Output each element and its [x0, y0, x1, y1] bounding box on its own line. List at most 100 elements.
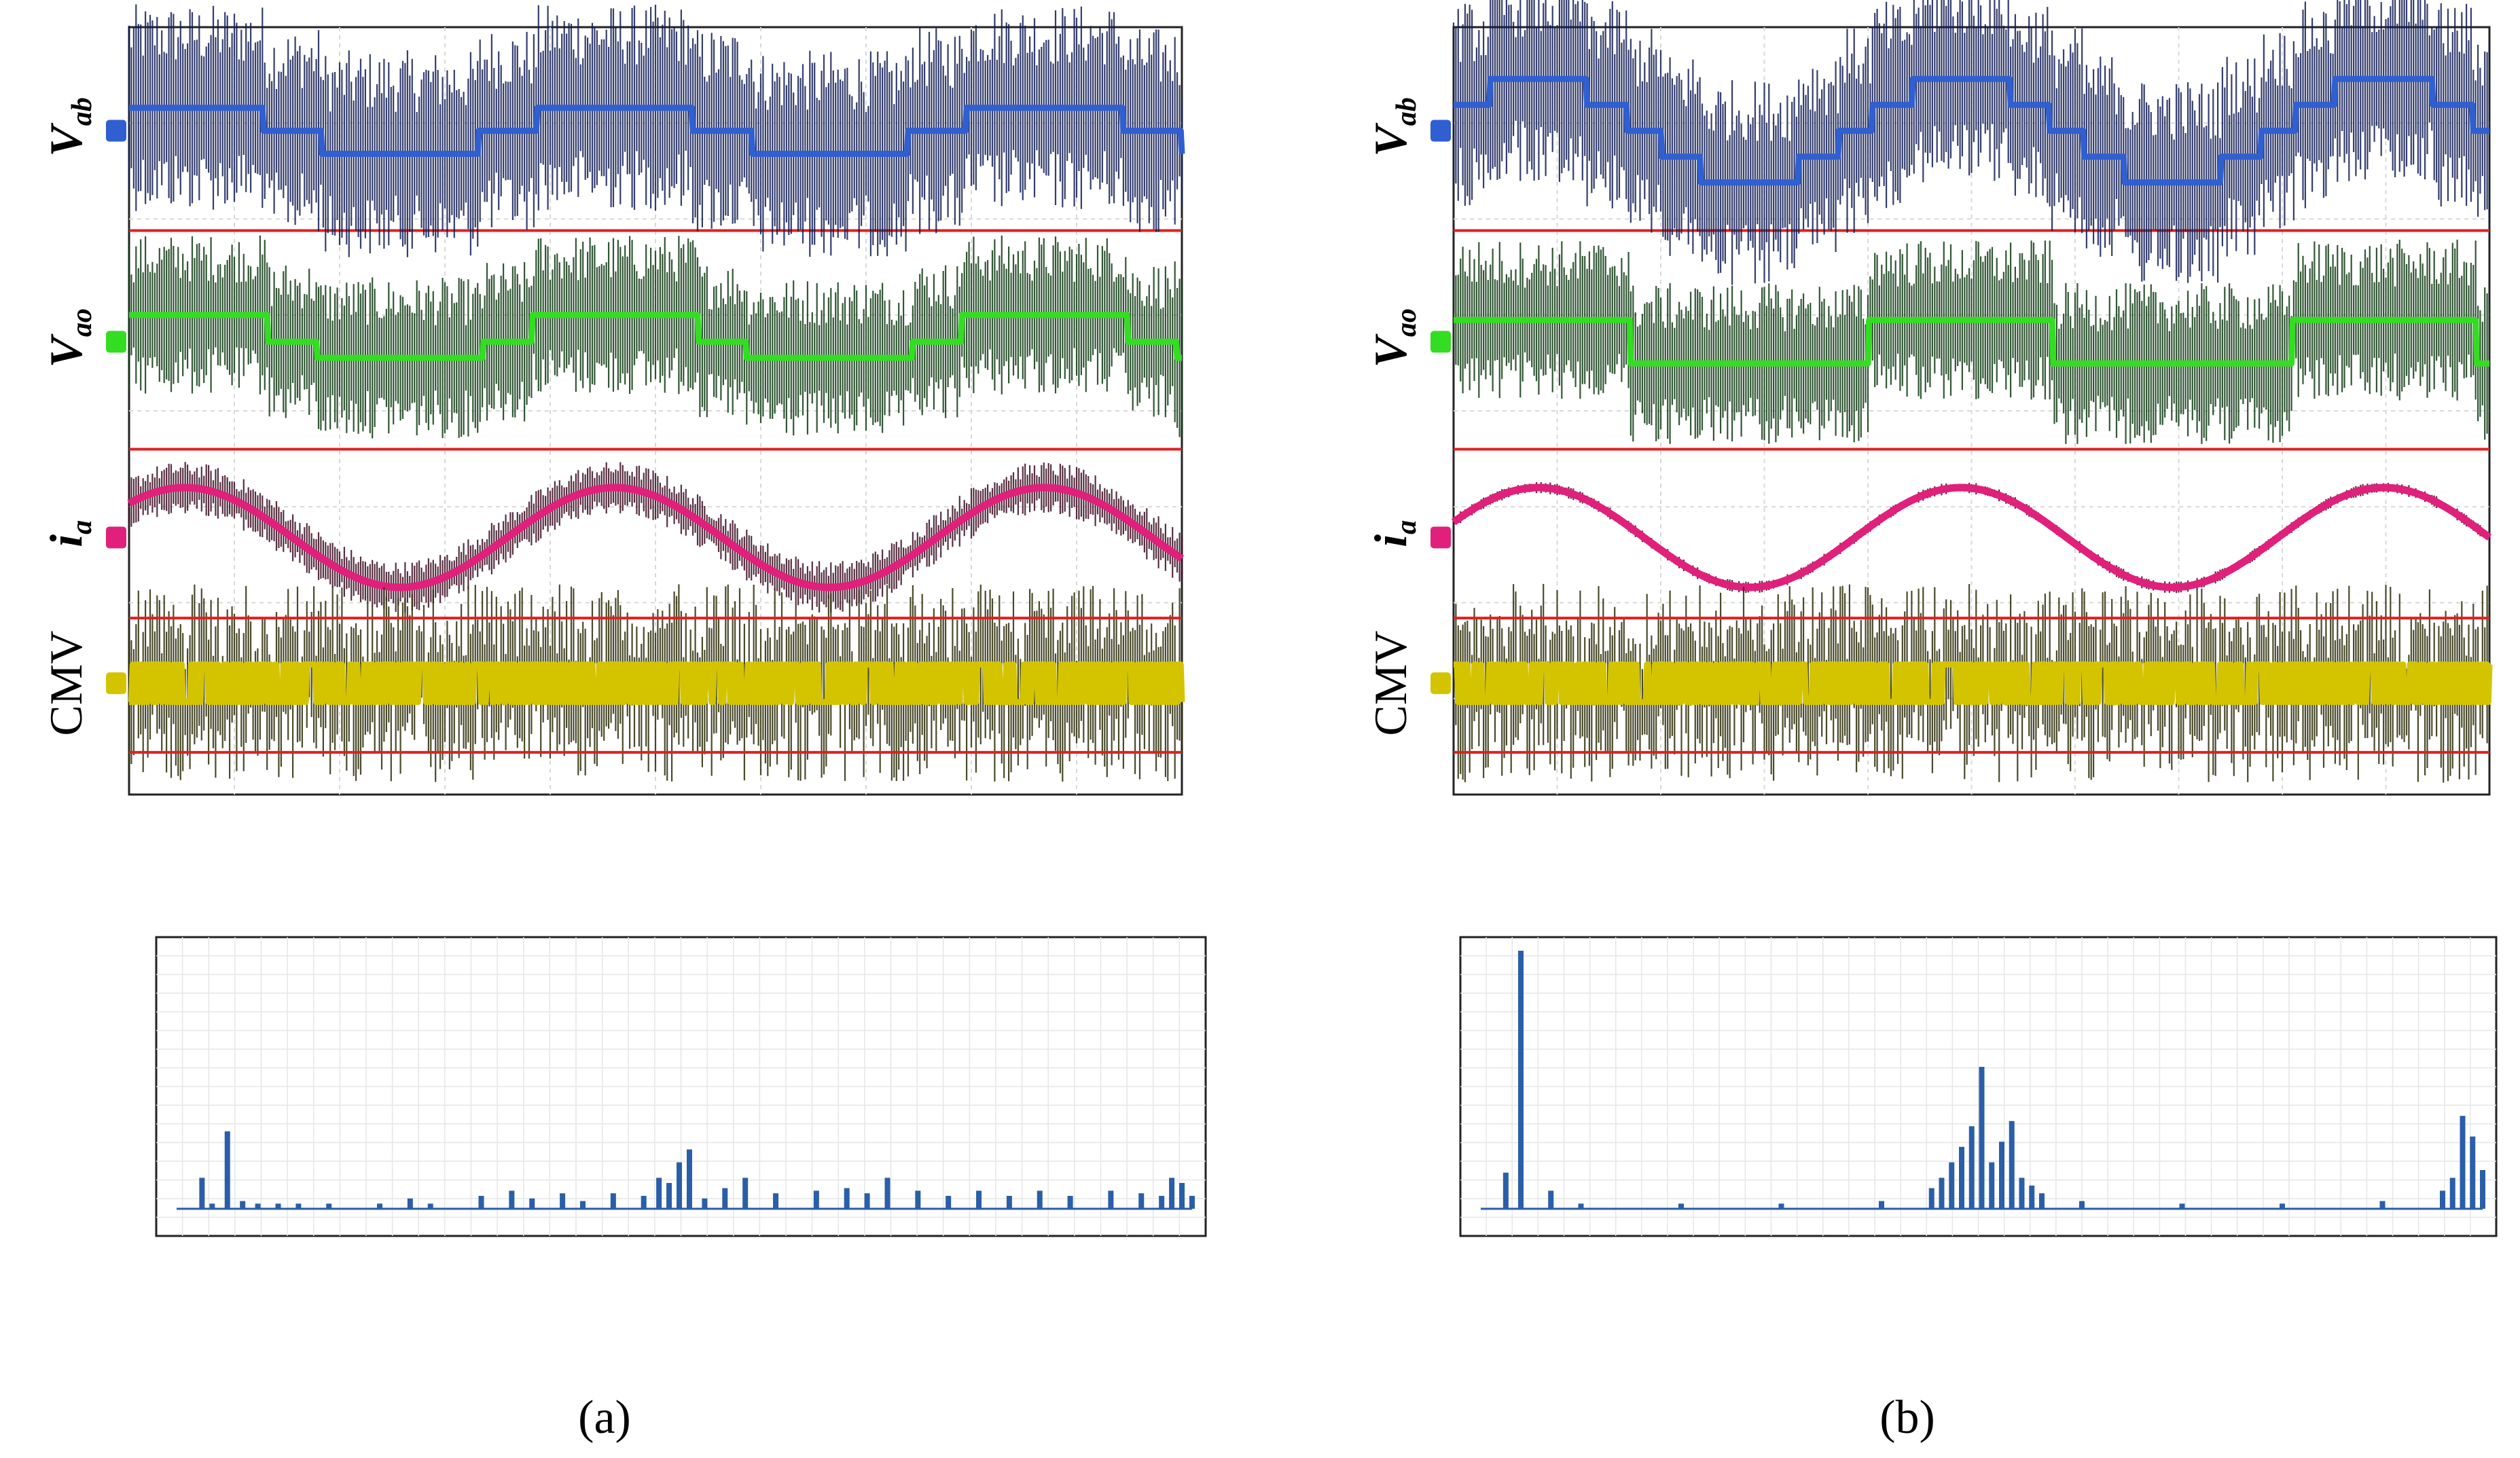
- channel-marker-ia: [106, 526, 126, 549]
- channel-name-vao: Vao: [40, 308, 98, 367]
- spectrum-bar: [255, 1203, 261, 1209]
- spectrum-bar: [2379, 1201, 2386, 1209]
- spectrum-bar: [2470, 1136, 2476, 1209]
- spectrum-bar: [722, 1188, 728, 1209]
- spectrum-bar: [209, 1203, 215, 1209]
- trace-vab: [1430, 0, 2491, 285]
- panel-caption-a: (a): [578, 1391, 631, 1444]
- spectrum-bar: [666, 1183, 672, 1209]
- spectrum-bar: [1949, 1162, 1955, 1209]
- spectrum-bar: [686, 1149, 692, 1209]
- spectrum-bar: [1778, 1203, 1784, 1209]
- channel-marker-vab: [106, 120, 126, 142]
- spectrum-bar: [427, 1203, 433, 1209]
- spectrum-bar: [946, 1196, 952, 1209]
- spectrum-bar: [240, 1201, 246, 1209]
- spectrum-bar: [656, 1178, 662, 1209]
- channel-name-sub: ab: [67, 97, 98, 126]
- spectrum-bar: [377, 1203, 382, 1209]
- spectrum-bar: [478, 1196, 484, 1209]
- spectrum-bar: [915, 1190, 921, 1209]
- spectrum-bar: [1968, 1126, 1975, 1209]
- trace-vao: [1430, 239, 2491, 444]
- spectrum-bar: [702, 1198, 708, 1209]
- channel-name-main: V: [1365, 333, 1416, 367]
- trace-vao: [106, 235, 1184, 439]
- trace-mean-vao: [127, 312, 1184, 361]
- spectrum-bar: [1999, 1142, 2004, 1209]
- trace-mean-vao: [1452, 316, 2491, 367]
- spectrum-bar: [1959, 1146, 1964, 1209]
- spectrum-bar: [2480, 1170, 2485, 1209]
- spectrum-bar: [1989, 1162, 1995, 1209]
- trace-vab: [106, 4, 1185, 257]
- trace-mean-cmv: [1452, 661, 2493, 706]
- trace-cmv: [106, 584, 1185, 782]
- spectrum-bar: [884, 1178, 890, 1209]
- channel-name-vab: Vab: [1365, 97, 1422, 156]
- spectrum-bar: [677, 1162, 683, 1209]
- spectrum-bar: [742, 1178, 749, 1209]
- spectrum-bar: [326, 1203, 332, 1209]
- spectrum-a: [155, 936, 1207, 1237]
- channel-name-cmv: CMV: [40, 631, 92, 736]
- channel-name-ia: ia: [1365, 520, 1422, 547]
- spectrum-bar: [509, 1190, 515, 1209]
- spectrum-bar: [2029, 1185, 2035, 1209]
- spectrum-bar: [2449, 1178, 2455, 1209]
- spectrum-bar: [407, 1198, 413, 1209]
- spectrum-bar: [610, 1193, 616, 1209]
- trace-mean-vab: [127, 105, 1185, 157]
- spectrum-bar: [1678, 1203, 1684, 1209]
- channel-marker-vao: [106, 331, 126, 353]
- channel-marker-cmv: [1430, 672, 1451, 695]
- spectrum-bar: [580, 1201, 586, 1209]
- spectrum-bar: [1939, 1178, 1945, 1209]
- spectrum-bar: [844, 1188, 850, 1209]
- spectrum-bar: [199, 1178, 205, 1209]
- spectrum-bar: [1189, 1196, 1195, 1209]
- trace-cmv: [1430, 583, 2493, 783]
- spectrum-bar: [275, 1203, 281, 1209]
- panel-b: Vab Vao ia CMV (b): [1365, 0, 2498, 1444]
- channel-name-main: i: [1365, 534, 1416, 547]
- channel-marker-ia: [1430, 526, 1451, 549]
- spectrum-bar: [1928, 1188, 1934, 1209]
- spectrum-bar: [2179, 1203, 2185, 1209]
- spectrum-bar: [2019, 1178, 2025, 1209]
- spectrum-bar: [1169, 1178, 1175, 1209]
- spectrum-bar: [1502, 1172, 1509, 1209]
- channel-name-sub: ab: [1391, 97, 1422, 126]
- trace-mean-cmv: [127, 661, 1185, 706]
- channel-name-sub: ao: [67, 308, 98, 337]
- channel-name-cmv: CMV: [1365, 631, 1416, 736]
- oscilloscope-b: Vab Vao ia CMV: [1365, 0, 2493, 796]
- spectrum-bar: [2009, 1120, 2015, 1209]
- spectrum-bar: [864, 1193, 870, 1209]
- channel-name-main: CMV: [40, 631, 92, 736]
- panel-caption-b: (b): [1879, 1391, 1935, 1444]
- channel-name-vao: Vao: [1365, 308, 1422, 367]
- trace-mean-vab: [1452, 75, 2491, 186]
- channel-marker-vab: [1430, 120, 1451, 142]
- channel-name-main: i: [40, 534, 92, 547]
- spectrum-bar: [1979, 1067, 1985, 1209]
- spectrum-bar: [1879, 1201, 1884, 1209]
- channel-name-main: V: [40, 333, 92, 367]
- spectrum-bar: [773, 1193, 779, 1209]
- spectrum-bar: [1179, 1183, 1185, 1209]
- spectrum-bar: [529, 1198, 535, 1209]
- spectrum-bar: [2460, 1116, 2466, 1209]
- channel-name-main: CMV: [1365, 631, 1416, 736]
- channel-marker-vao: [1430, 331, 1451, 353]
- trace-mean-ia: [126, 484, 1185, 591]
- trace-ia: [1430, 482, 2492, 594]
- channel-name-sub: a: [67, 520, 98, 534]
- spectrum-bar: [2280, 1203, 2285, 1209]
- spectrum-bar: [1138, 1193, 1145, 1209]
- trace-mean-ia: [1451, 484, 2492, 591]
- channel-name-main: V: [40, 123, 92, 157]
- spectrum-bar: [224, 1131, 230, 1209]
